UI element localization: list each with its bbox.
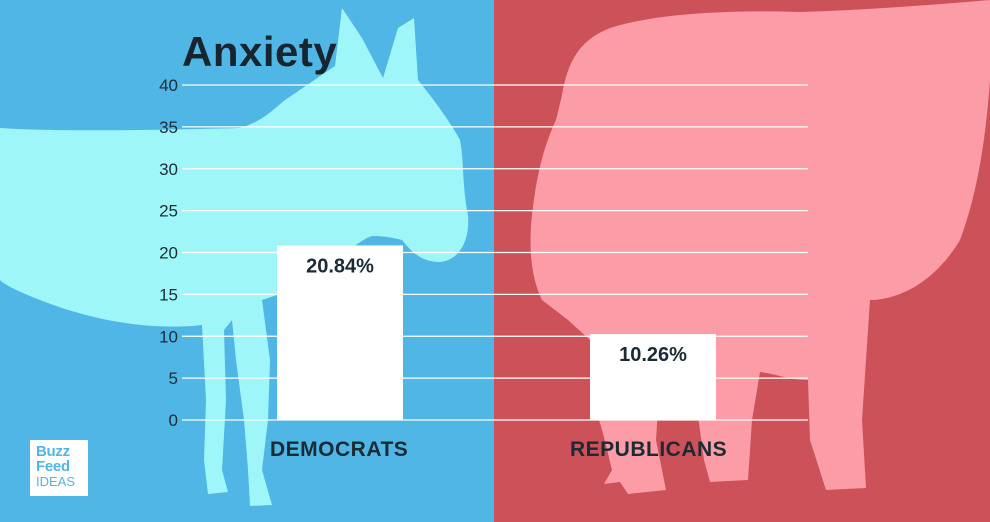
logo-line-2: Feed [36, 458, 70, 475]
logo-line-1: Buzz [36, 443, 70, 460]
category-label-republicans: REPUBLICANS [570, 438, 728, 461]
category-label-democrats: DEMOCRATS [270, 438, 409, 461]
y-tick-label: 20 [159, 244, 178, 263]
y-tick-label: 25 [159, 202, 178, 221]
y-tick-label: 30 [159, 160, 178, 179]
y-tick-label: 40 [159, 76, 178, 95]
y-tick-label: 35 [159, 118, 178, 137]
bar-republicans [590, 334, 716, 420]
bar-value-label: 10.26% [619, 344, 687, 366]
buzzfeed-ideas-logo: Buzz Feed IDEAS [30, 440, 88, 496]
y-tick-label: 15 [159, 285, 178, 304]
chart-title: Anxiety [182, 28, 338, 75]
bar-value-label: 20.84% [306, 255, 374, 277]
y-tick-label: 10 [159, 327, 178, 346]
y-tick-label: 0 [169, 411, 178, 430]
bar-democrats [277, 245, 403, 420]
donkey-silhouette [0, 8, 469, 506]
y-tick-label: 5 [169, 369, 178, 388]
logo-line-3: IDEAS [36, 474, 76, 489]
